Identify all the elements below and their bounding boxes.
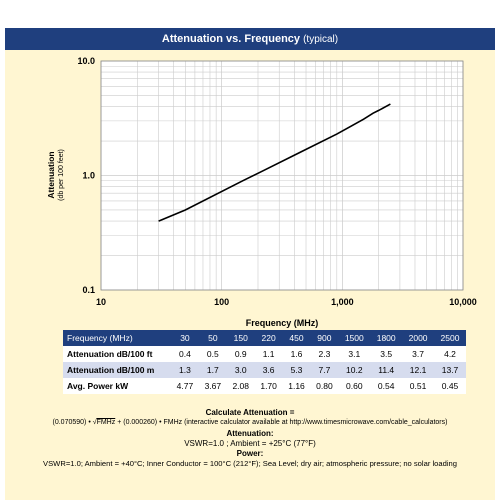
chart-title: Attenuation vs. Frequency: [161, 33, 301, 45]
y-tick-label: 1.0: [82, 171, 95, 181]
table-cell: 1.1: [254, 346, 283, 362]
table-header-cell: 220: [254, 330, 283, 346]
table-cell: 0.60: [338, 378, 371, 394]
table-header-cell: 2000: [402, 330, 435, 346]
x-tick-label: 1,000: [331, 297, 354, 307]
table-header-cell: 1800: [370, 330, 403, 346]
row-label: Attenuation dB/100 ft: [63, 346, 171, 362]
table-cell: 7.7: [310, 362, 339, 378]
chart-title-bar: Attenuation vs. Frequency (typical): [5, 28, 495, 50]
table-header-cell: 50: [198, 330, 227, 346]
table-cell: 4.77: [171, 378, 199, 394]
table-cell: 1.3: [171, 362, 199, 378]
table-cell: 3.67: [198, 378, 227, 394]
table-cell: 3.1: [338, 346, 371, 362]
table-cell: 2.08: [226, 378, 255, 394]
table-header-cell: 900: [310, 330, 339, 346]
table-cell: 0.4: [171, 346, 199, 362]
table-row: Attenuation dB/100 m 1.3 1.7 3.0 3.6 5.3 7.7 1…: [63, 362, 466, 378]
table-cell: 3.7: [402, 346, 435, 362]
x-tick-label: 100: [214, 297, 229, 307]
table-header-label: Frequency (MHz): [63, 330, 171, 346]
table-cell: 1.70: [254, 378, 283, 394]
power-line: VSWR=1.0; Ambient = +40°C; Inner Conduct…: [43, 459, 457, 468]
y-tick-label: 0.1: [82, 285, 95, 295]
atten-heading: Attenuation:: [226, 429, 274, 438]
calc-tail: FMHz (interactive calculator available a…: [163, 419, 448, 426]
calc-formula: (0.070590) • √FMHz + (0.000260) • FMHz (…: [5, 419, 495, 426]
table-cell: 0.45: [434, 378, 466, 394]
table-row: Avg. Power kW 4.77 3.67 2.08 1.70 1.16 0.80 0.…: [63, 378, 466, 394]
table-cell: 4.2: [434, 346, 466, 362]
spec-table: Frequency (MHz) 30 50 150 220 450 900 1500 1800…: [63, 330, 466, 394]
calc-coef1: (0.070590): [52, 419, 87, 426]
table-cell: 0.54: [370, 378, 403, 394]
table-header-cell: 1500: [338, 330, 371, 346]
table-header-cell: 30: [171, 330, 199, 346]
table-cell: 1.7: [198, 362, 227, 378]
row-label: Avg. Power kW: [63, 378, 171, 394]
table-cell: 2.3: [310, 346, 339, 362]
table-cell: 0.9: [226, 346, 255, 362]
x-axis-label: Frequency (MHz): [246, 318, 319, 328]
y-axis-sublabel: (db per 100 feet): [58, 149, 65, 201]
table-cell: 3.0: [226, 362, 255, 378]
y-tick-label: 10.0: [77, 56, 95, 66]
chart-subtitle: (typical): [303, 34, 339, 45]
calc-plus: + (0.000260): [117, 419, 158, 426]
table-cell: 0.5: [198, 346, 227, 362]
table-cell: 11.4: [370, 362, 403, 378]
x-tick-label: 10,000: [449, 297, 477, 307]
attenuation-line: [158, 103, 391, 222]
table-cell: 3.6: [254, 362, 283, 378]
table-cell: 0.51: [402, 378, 435, 394]
calc-dot1: •: [88, 419, 91, 426]
table-cell: 1.16: [282, 378, 311, 394]
table-header-row: Frequency (MHz) 30 50 150 220 450 900 1500 1800…: [63, 330, 466, 346]
calc-heading: Calculate Attenuation =: [205, 408, 295, 417]
sqrt-symbol: √FMHz: [92, 419, 116, 426]
atten-line: VSWR=1.0 ; Ambient = +25°C (77°F): [184, 439, 316, 448]
row-label: Attenuation dB/100 m: [63, 362, 171, 378]
table-cell: 12.1: [402, 362, 435, 378]
calc-dot2: •: [159, 419, 162, 426]
table-cell: 0.80: [310, 378, 339, 394]
table-cell: 3.5: [370, 346, 403, 362]
table-cell: 1.6: [282, 346, 311, 362]
power-heading: Power:: [236, 449, 264, 458]
table-row: Attenuation dB/100 ft 0.4 0.5 0.9 1.1 1.6 2.3…: [63, 346, 466, 362]
table-cell: 5.3: [282, 362, 311, 378]
plot-frame: [100, 60, 464, 291]
table-header-cell: 150: [226, 330, 255, 346]
y-axis-label: Attenuation: [46, 151, 56, 198]
table-header-cell: 2500: [434, 330, 466, 346]
attenuation-chart: 10 100 1,000 10,000 0.1 1.0 10.0 Frequency (MHz…: [46, 56, 477, 328]
x-tick-label: 10: [96, 297, 106, 307]
table-cell: 10.2: [338, 362, 371, 378]
table-cell: 13.7: [434, 362, 466, 378]
table-header-cell: 450: [282, 330, 311, 346]
calc-sqrt-var: FMHz: [96, 419, 116, 426]
